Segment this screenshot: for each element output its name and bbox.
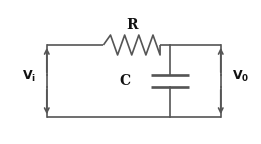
Text: C: C <box>119 74 130 88</box>
Text: $\mathbf{V_0}$: $\mathbf{V_0}$ <box>232 69 249 84</box>
Text: R: R <box>126 18 138 32</box>
Text: $\mathbf{V_i}$: $\mathbf{V_i}$ <box>21 69 36 84</box>
